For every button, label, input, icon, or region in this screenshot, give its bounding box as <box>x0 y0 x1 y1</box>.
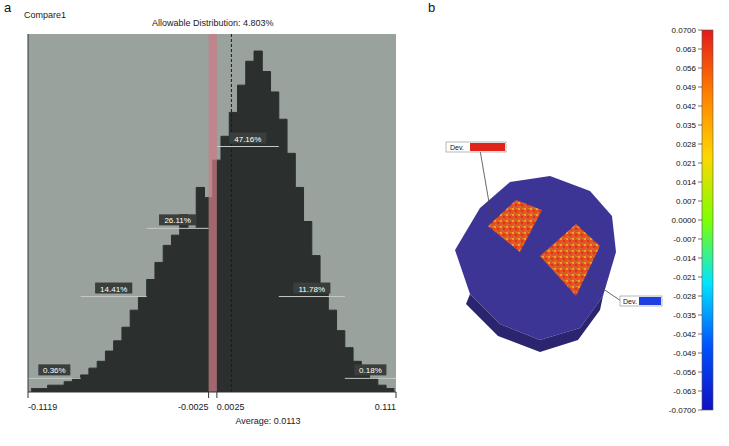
svg-text:-0.1119: -0.1119 <box>28 402 57 412</box>
svg-text:Dev.: Dev. <box>623 298 637 305</box>
svg-text:0.035: 0.035 <box>676 121 697 130</box>
svg-text:0.056: 0.056 <box>676 64 697 73</box>
svg-text:Allowable Distribution: 4.803%: Allowable Distribution: 4.803% <box>152 18 274 28</box>
svg-text:-0.028: -0.028 <box>673 292 696 301</box>
svg-text:0.049: 0.049 <box>676 83 697 92</box>
svg-text:Average: 0.0113: Average: 0.0113 <box>235 416 300 426</box>
svg-text:0.028: 0.028 <box>676 140 697 149</box>
svg-text:-0.007: -0.007 <box>673 235 696 244</box>
svg-text:-0.0700: -0.0700 <box>669 406 697 415</box>
svg-text:-0.049: -0.049 <box>673 349 696 358</box>
svg-text:26.11%: 26.11% <box>164 216 191 225</box>
svg-text:Dev.: Dev. <box>450 144 464 151</box>
svg-text:0.36%: 0.36% <box>43 366 66 375</box>
svg-text:-0.042: -0.042 <box>673 330 696 339</box>
html-text:Compare1: Compare1 <box>24 10 66 20</box>
svg-text:-0.063: -0.063 <box>673 387 696 396</box>
svg-text:0.111: 0.111 <box>375 402 396 412</box>
svg-text:47.16%: 47.16% <box>234 135 261 144</box>
html-text:a: a <box>4 0 12 15</box>
svg-text:11.78%: 11.78% <box>299 285 326 294</box>
svg-text:0.0000: 0.0000 <box>672 216 697 225</box>
svg-text:14.41%: 14.41% <box>100 285 127 294</box>
svg-text:-0.056: -0.056 <box>673 368 696 377</box>
svg-text:0.0700: 0.0700 <box>672 26 697 35</box>
svg-text:-0.014: -0.014 <box>673 254 696 263</box>
svg-text:0.007: 0.007 <box>676 197 697 206</box>
svg-text:-0.021: -0.021 <box>673 273 696 282</box>
svg-text:0.014: 0.014 <box>676 178 697 187</box>
html-text:b: b <box>428 0 436 15</box>
svg-text:-0.0025: -0.0025 <box>178 402 209 412</box>
svg-text:-0.035: -0.035 <box>673 311 696 320</box>
svg-text:0.021: 0.021 <box>676 159 697 168</box>
svg-text:0.042: 0.042 <box>676 102 697 111</box>
svg-text:0.18%: 0.18% <box>359 366 382 375</box>
svg-text:0.063: 0.063 <box>676 45 697 54</box>
svg-text:0.0025: 0.0025 <box>217 402 245 412</box>
